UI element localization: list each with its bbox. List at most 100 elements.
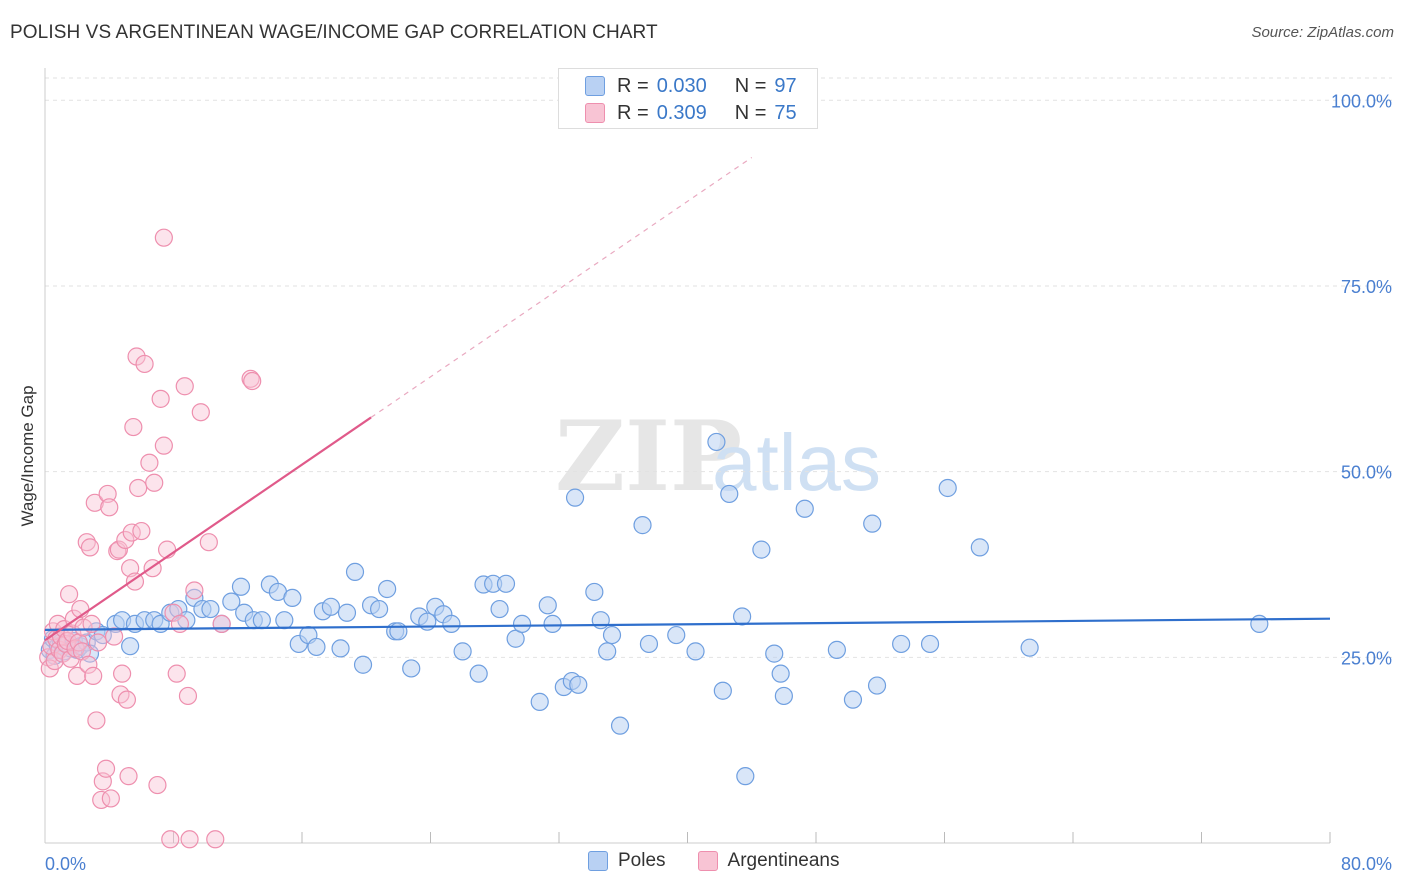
poles-point [353, 655, 373, 674]
poles-point [389, 622, 408, 641]
poles-point [610, 716, 630, 735]
argentineans-point [170, 614, 190, 633]
argentineans-point [88, 633, 108, 652]
argentineans-point [59, 585, 79, 604]
argentineans-point [68, 666, 87, 685]
poles-point [307, 637, 326, 657]
poles-swatch [588, 851, 608, 871]
legend-label-poles: Poles [618, 850, 666, 871]
poles-point [252, 611, 271, 630]
n-label: N = [734, 74, 767, 97]
poles-point [938, 478, 957, 498]
argentineans-point [212, 614, 231, 633]
argentineans-point [100, 498, 119, 517]
argentineans-point [151, 389, 170, 408]
poles-point [598, 642, 617, 661]
argentineans-point [180, 830, 199, 849]
argentineans-point [178, 686, 198, 706]
legend-row-poles: R = 0.030 N = 97 [585, 73, 797, 99]
r-value: 0.309 [656, 101, 707, 124]
argentineans-point [122, 523, 141, 542]
poles-point [565, 488, 585, 507]
poles-point [512, 614, 532, 633]
poles-point [222, 592, 241, 611]
poles-swatch [585, 76, 605, 96]
poles-point [321, 597, 341, 616]
poles-point [530, 692, 549, 711]
poles-point [442, 614, 461, 633]
poles-point [733, 607, 752, 626]
n-value: 75 [774, 101, 797, 124]
poles-point [543, 614, 562, 633]
y-tick-label: 75.0% [1341, 277, 1392, 297]
poles-point [771, 664, 790, 683]
poles-point [370, 599, 389, 619]
y-tick-label: 25.0% [1341, 648, 1392, 668]
poles-point [569, 675, 588, 694]
y-axis-label: Wage/Income Gap [18, 385, 37, 527]
series-legend: Poles Argentineans [588, 850, 872, 872]
argentineans-point [125, 572, 145, 591]
watermark-zip: ZIP [555, 400, 742, 513]
poles-point [827, 640, 846, 659]
poles-point [1250, 614, 1269, 633]
argentineans-point [84, 666, 103, 685]
argentineans-point [167, 664, 186, 683]
poles-point [337, 603, 357, 622]
poles-point [920, 634, 940, 654]
argentineans-point [80, 538, 100, 557]
poles-point [345, 562, 365, 582]
argentineans-point [119, 767, 138, 786]
x-tick-label: 80.0% [1341, 854, 1392, 874]
argentineans-point [154, 228, 173, 247]
argentineans-point [117, 690, 137, 709]
watermark-atlas: atlas [712, 418, 881, 507]
argentineans-point [121, 559, 140, 578]
poles-point [686, 642, 705, 661]
legend-item-poles[interactable]: Poles [588, 850, 666, 872]
argentineans-point [124, 417, 143, 437]
y-tick-label: 50.0% [1341, 463, 1392, 483]
poles-point [707, 432, 726, 452]
argentineans-point [112, 664, 132, 683]
poles-point [667, 625, 686, 645]
argentineans-point [145, 473, 164, 492]
poles-point [720, 484, 739, 504]
poles-point [892, 634, 911, 654]
poles-trend-line [44, 617, 1331, 631]
poles-point [867, 676, 887, 695]
poles-point [713, 681, 732, 700]
poles-point [863, 514, 882, 533]
argentineans-point [61, 649, 80, 668]
poles-point [602, 625, 622, 645]
legend-row-argentineans: R = 0.309 N = 75 [585, 100, 797, 126]
y-tick-label: 100.0% [1331, 91, 1392, 111]
poles-point [378, 579, 397, 599]
argentineans-point [132, 521, 151, 541]
legend-label-argentineans: Argentineans [727, 850, 840, 871]
argentineans-point [161, 830, 180, 849]
source-label: Source: ZipAtlas.com [1251, 24, 1394, 41]
poles-point [752, 540, 771, 559]
poles-point [774, 686, 793, 706]
argentineans-point [85, 493, 104, 512]
chart-title: POLISH VS ARGENTINEAN WAGE/INCOME GAP CO… [10, 22, 658, 43]
r-label: R = [617, 74, 649, 97]
poles-point [231, 577, 251, 596]
poles-point [469, 664, 488, 683]
legend-item-argentineans[interactable]: Argentineans [697, 850, 840, 872]
argentineans-point [154, 436, 173, 455]
argentineans-point [96, 759, 116, 778]
argentineans-point [104, 627, 124, 646]
n-value: 97 [774, 74, 797, 97]
argentineans-point [140, 453, 159, 472]
argentineans-point [191, 403, 210, 422]
argentineans-point [199, 533, 218, 552]
argentineans-point [87, 711, 106, 730]
argentineans-trend-extension [370, 156, 753, 418]
argentineans-point [206, 830, 225, 849]
poles-point [970, 538, 989, 557]
argentineans-trend-line [44, 416, 372, 642]
poles-point [121, 637, 140, 656]
x-tick-label: 0.0% [45, 854, 86, 874]
